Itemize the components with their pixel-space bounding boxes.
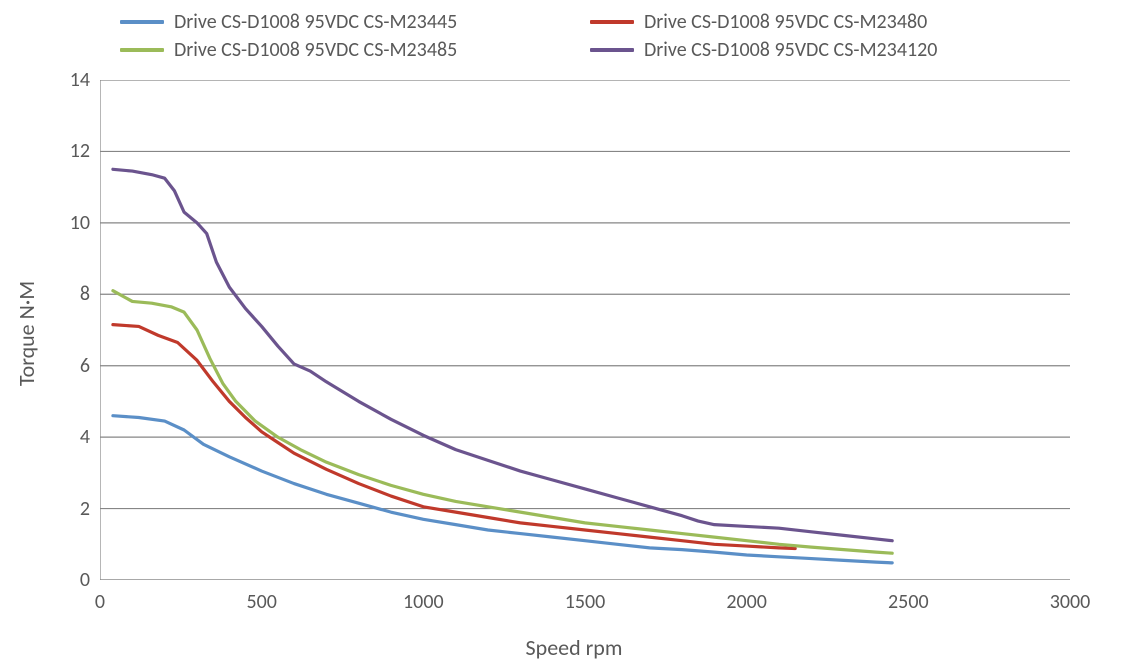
plot-background (100, 80, 1070, 580)
legend-swatch (590, 48, 634, 52)
legend-item-1: Drive CS-D1008 95VDC CS-M23480 (590, 10, 1000, 34)
legend-swatch (120, 20, 164, 24)
plot-area (100, 80, 1070, 580)
x-tick-label: 2000 (722, 590, 772, 614)
legend-item-0: Drive CS-D1008 95VDC CS-M23445 (120, 10, 530, 34)
legend-item-2: Drive CS-D1008 95VDC CS-M23485 (120, 38, 530, 62)
legend-label: Drive CS-D1008 95VDC CS-M23445 (174, 10, 457, 34)
y-tick-label: 0 (80, 568, 90, 592)
x-tick-label: 3000 (1045, 590, 1095, 614)
x-tick-label: 2500 (883, 590, 933, 614)
y-tick-label: 4 (80, 425, 90, 449)
legend-swatch (590, 20, 634, 24)
x-tick-label: 500 (237, 590, 287, 614)
y-tick-label: 10 (70, 211, 90, 235)
x-tick-label: 1500 (560, 590, 610, 614)
torque-speed-chart: Drive CS-D1008 95VDC CS-M23445 Drive CS-… (0, 0, 1148, 667)
legend-label: Drive CS-D1008 95VDC CS-M234120 (644, 38, 937, 62)
y-tick-label: 14 (70, 68, 90, 92)
y-tick-label: 12 (70, 139, 90, 163)
x-tick-label: 1000 (398, 590, 448, 614)
y-tick-label: 8 (80, 282, 90, 306)
x-tick-label: 0 (75, 590, 125, 614)
y-tick-label: 6 (80, 354, 90, 378)
x-axis-label: Speed rpm (0, 634, 1148, 661)
legend: Drive CS-D1008 95VDC CS-M23445 Drive CS-… (120, 10, 1000, 62)
legend-label: Drive CS-D1008 95VDC CS-M23480 (644, 10, 927, 34)
legend-swatch (120, 48, 164, 52)
legend-label: Drive CS-D1008 95VDC CS-M23485 (174, 38, 457, 62)
y-tick-label: 2 (80, 497, 90, 521)
legend-item-3: Drive CS-D1008 95VDC CS-M234120 (590, 38, 1000, 62)
y-axis-label: Torque N·M (12, 0, 42, 667)
